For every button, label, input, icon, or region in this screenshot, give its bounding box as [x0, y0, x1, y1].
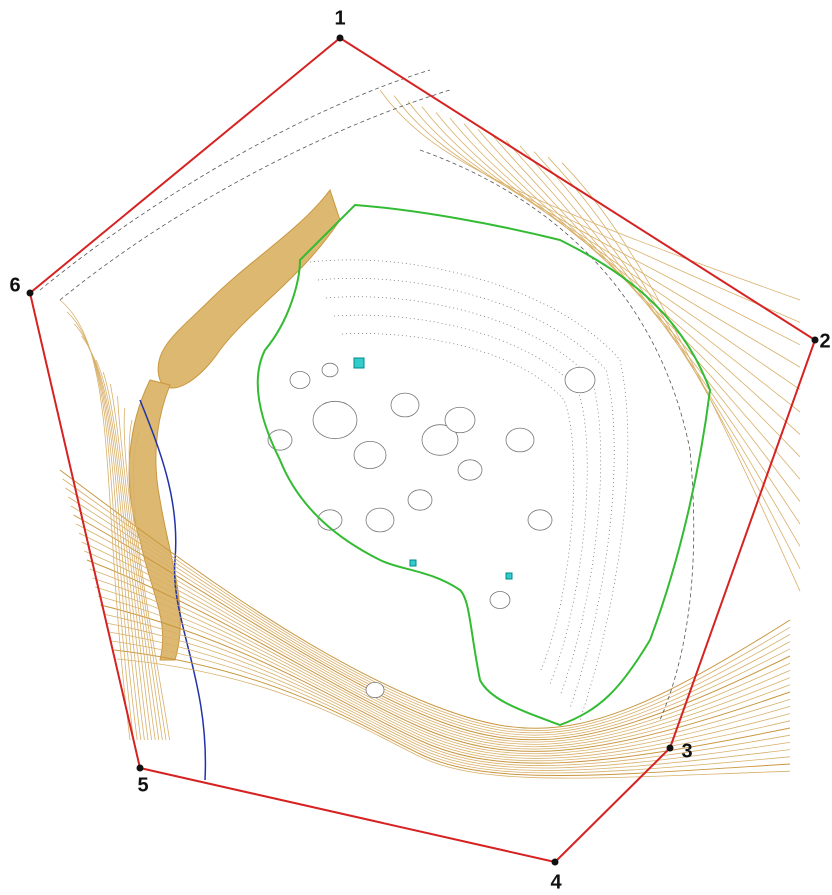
rock [505, 427, 535, 453]
contour [92, 577, 791, 757]
rock [390, 392, 420, 418]
contour [421, 106, 801, 368]
contour [95, 359, 149, 741]
bench [341, 333, 575, 673]
vertex [551, 858, 559, 866]
rock [312, 400, 358, 440]
contour [108, 631, 791, 771]
contour [59, 299, 131, 741]
contour [97, 595, 791, 762]
contour [111, 640, 791, 774]
vertex [26, 289, 34, 297]
rock [321, 362, 339, 378]
contour [89, 568, 791, 755]
contour [116, 658, 791, 779]
vertex-label: 4 [550, 871, 562, 893]
contour [110, 383, 156, 741]
bench [325, 296, 602, 697]
contour [123, 407, 163, 741]
contour [81, 335, 142, 741]
contour [81, 541, 791, 748]
vertex-label: 2 [819, 330, 830, 352]
bench [309, 259, 629, 721]
rock [457, 459, 483, 481]
terrain [39, 69, 801, 781]
contour [463, 123, 801, 435]
contour [74, 323, 138, 741]
boundary-points: 1 2 3 4 5 6 [9, 7, 830, 893]
vertex [811, 336, 819, 344]
contour [73, 514, 791, 741]
contour [533, 151, 801, 547]
contour [505, 140, 801, 502]
dash [419, 149, 695, 721]
contour [103, 613, 791, 766]
rock [365, 681, 385, 699]
contour [100, 604, 791, 764]
contour [561, 162, 801, 592]
contour [113, 649, 791, 776]
marker [505, 572, 513, 580]
contour [435, 112, 801, 390]
bench [333, 314, 588, 685]
contour [491, 134, 801, 480]
contour [70, 505, 791, 738]
vertex-label: 3 [681, 740, 692, 762]
contours [39, 69, 801, 779]
marker [409, 559, 417, 567]
contour [102, 371, 152, 741]
green-boundary [256, 203, 712, 727]
rock [489, 591, 511, 609]
contour [132, 431, 170, 741]
sand-area [157, 188, 341, 389]
vertex-label: 5 [137, 774, 148, 796]
contour [86, 559, 791, 752]
rock [407, 489, 433, 511]
contour [519, 145, 801, 525]
vertex-label: 6 [9, 274, 20, 296]
vertex [336, 34, 344, 42]
contour [78, 532, 791, 745]
contour [449, 117, 801, 413]
rock [564, 366, 596, 394]
contour [393, 95, 801, 323]
marker [353, 357, 365, 369]
contour [547, 156, 801, 569]
dash [39, 69, 431, 291]
contour [84, 550, 791, 750]
rock [421, 424, 459, 456]
open-pit [267, 259, 629, 721]
contour [128, 419, 167, 741]
rock [353, 440, 387, 469]
rock [317, 509, 343, 531]
vertex-label: 1 [334, 7, 345, 29]
dash [59, 89, 451, 301]
contour [76, 523, 791, 743]
rock [444, 406, 476, 434]
contour [59, 469, 791, 729]
contour [94, 586, 791, 759]
rock [527, 509, 553, 531]
vertex [666, 744, 674, 752]
vertex [136, 764, 144, 772]
contour [67, 496, 791, 736]
rock [289, 371, 311, 389]
contour [62, 478, 791, 731]
contour [65, 487, 791, 734]
contour [88, 347, 145, 741]
contour [105, 622, 791, 769]
rock [365, 507, 395, 533]
bench [317, 277, 615, 709]
contour [66, 311, 134, 741]
contour [477, 128, 801, 458]
contour [117, 395, 160, 741]
stream [139, 399, 207, 781]
